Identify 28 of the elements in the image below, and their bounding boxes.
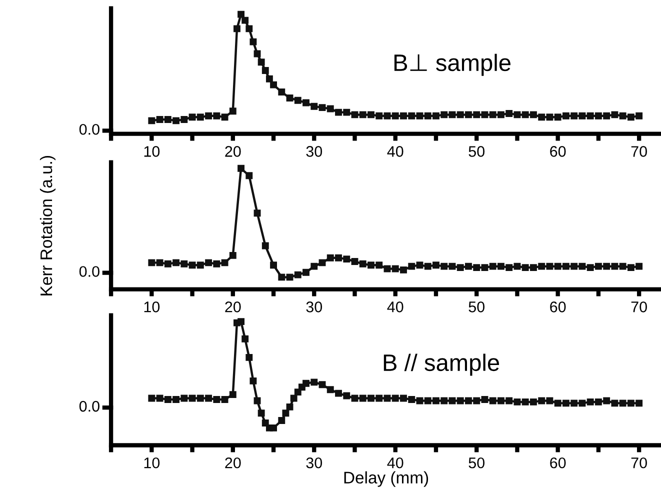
x-tick-label: 70 <box>631 146 647 157</box>
text: 0.0 <box>79 266 100 277</box>
x-tick-label: 60 <box>550 146 566 157</box>
text: 0.0 <box>79 400 100 412</box>
x-tick-label: 30 <box>306 302 322 312</box>
x-tick-label: 10 <box>144 146 160 157</box>
x-axis-title: Delay (mm) <box>344 471 428 487</box>
annotation: B // sample <box>384 354 500 376</box>
x-tick-label: 10 <box>144 302 160 312</box>
x-tick-label: 50 <box>468 146 484 157</box>
x-tick-label: 50 <box>468 457 484 468</box>
x-tick-label: 20 <box>225 146 241 157</box>
text: 0.0 <box>79 124 100 135</box>
x-tick-label: 20 <box>225 457 241 468</box>
x-tick-label: 40 <box>387 302 404 312</box>
x-tick-label: 60 <box>550 457 566 468</box>
x-tick-label: 20 <box>225 302 241 312</box>
x-tick-label: 30 <box>306 457 322 468</box>
x-tick-label: 50 <box>468 302 484 312</box>
x-tick-label: 70 <box>631 457 647 468</box>
annotation: B⊥ sample <box>394 54 510 76</box>
x-tick-label: 70 <box>631 302 647 312</box>
x-tick-label: 30 <box>306 146 322 157</box>
x-tick-label: 60 <box>550 302 566 312</box>
x-tick-label: 10 <box>144 457 160 468</box>
x-tick-label: 40 <box>387 146 404 157</box>
x-tick-label: 40 <box>387 457 404 468</box>
y-axis-title: Kerr Rotation (a.u.) <box>40 156 56 296</box>
